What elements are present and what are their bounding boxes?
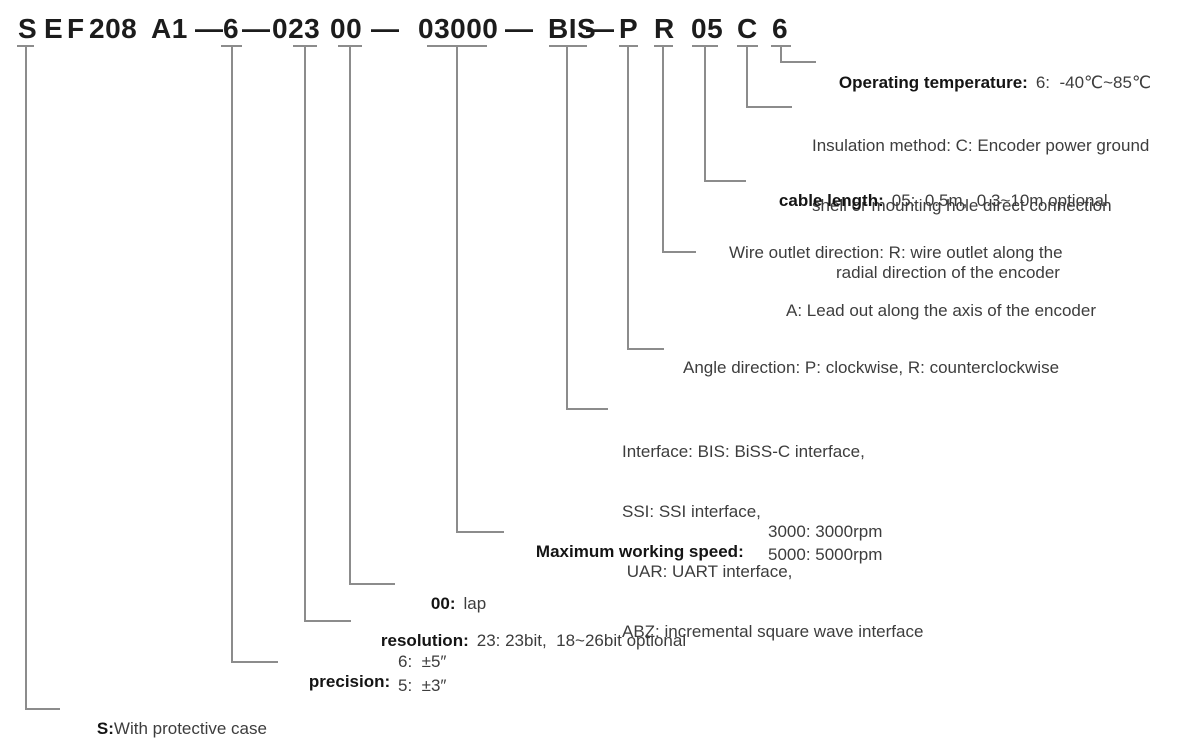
label-lap: 00: lap bbox=[412, 574, 486, 634]
interface-line-3: UAR: UART interface, bbox=[622, 562, 793, 581]
interface-line-1: Interface: BIS: BiSS-C interface, bbox=[622, 442, 865, 461]
label-precision-option-2: 5: ±3″ bbox=[398, 676, 447, 695]
code-dash-5: — bbox=[586, 13, 615, 44]
connector-023-horizontal bbox=[304, 620, 351, 622]
code-segment-00: 00 bbox=[330, 13, 363, 44]
label-wire-outlet-line-3: A: Lead out along the axis of the encode… bbox=[786, 301, 1097, 320]
code-segment-05: 05 bbox=[691, 13, 724, 44]
code-segment-s: S bbox=[18, 13, 38, 44]
label-cable-length: cable length: 05: 0.5m, 0.3~10m optional bbox=[760, 171, 1108, 231]
connector-6b-horizontal bbox=[780, 61, 816, 63]
connector-r-horizontal bbox=[662, 251, 696, 253]
operating-temperature-title: Operating temperature: bbox=[838, 73, 1028, 92]
lap-title: 00: bbox=[430, 594, 456, 613]
code-segment-r: R bbox=[654, 13, 675, 44]
label-wire-outlet-line-2: radial direction of the encoder bbox=[836, 263, 1060, 282]
label-angle-direction: Angle direction: P: clockwise, R: counte… bbox=[683, 358, 1060, 377]
protective-case-title: S: bbox=[96, 719, 114, 738]
connector-p-horizontal bbox=[627, 348, 664, 350]
insulation-line-1: Insulation method: C: Encoder power grou… bbox=[812, 136, 1150, 155]
precision-title: precision: bbox=[308, 672, 391, 691]
resolution-detail: 23: 23bit, 18~26bit optional bbox=[476, 631, 687, 650]
label-max-speed-title: Maximum working speed: bbox=[517, 522, 744, 582]
label-resolution: resolution: 23: 23bit, 18~26bit optional bbox=[362, 611, 686, 671]
code-dash-3: — bbox=[371, 13, 400, 44]
connector-6-horizontal bbox=[231, 661, 278, 663]
label-max-speed-option-2: 5000: 5000rpm bbox=[768, 545, 883, 564]
connector-023-vertical bbox=[304, 46, 306, 622]
code-dash-1: — bbox=[195, 13, 224, 44]
cable-length-title: cable length: bbox=[778, 191, 884, 210]
connector-05-horizontal bbox=[704, 180, 746, 182]
insulation-line-2: shell or mounting hole direct connection bbox=[812, 196, 1112, 215]
resolution-title: resolution: bbox=[380, 631, 469, 650]
label-precision-option-1: 6: ±5″ bbox=[398, 652, 447, 671]
connector-s-vertical bbox=[25, 46, 27, 710]
label-interface: Interface: BIS: BiSS-C interface, SSI: S… bbox=[622, 402, 923, 682]
connector-00-horizontal bbox=[349, 583, 395, 585]
label-wire-outlet-line-1: Wire outlet direction: R: wire outlet al… bbox=[729, 243, 1063, 262]
connector-bis-horizontal bbox=[566, 408, 608, 410]
connector-00-vertical bbox=[349, 46, 351, 585]
connector-6b-vertical bbox=[780, 46, 782, 63]
tick-bis bbox=[549, 45, 587, 47]
connector-p-vertical bbox=[627, 46, 629, 350]
interface-line-4: ABZ: incremental square wave interface bbox=[622, 622, 924, 641]
protective-case-detail: With protective case bbox=[113, 719, 267, 738]
code-segment-6b: 6 bbox=[772, 13, 789, 44]
label-insulation-method: Insulation method: C: Encoder power grou… bbox=[812, 96, 1149, 256]
code-dash-2: — bbox=[242, 13, 271, 44]
connector-05-vertical bbox=[704, 46, 706, 182]
connector-c-vertical bbox=[746, 46, 748, 108]
code-segment-e: E bbox=[44, 13, 64, 44]
connector-03000-vertical bbox=[456, 46, 458, 533]
connector-03000-horizontal bbox=[456, 531, 504, 533]
connector-r-vertical bbox=[662, 46, 664, 253]
label-protective-case: S:With protective case bbox=[78, 699, 267, 743]
label-precision-title: precision: bbox=[290, 652, 390, 712]
code-segment-023: 023 bbox=[272, 13, 321, 44]
code-segment-a1: A1 bbox=[151, 13, 188, 44]
connector-bis-vertical bbox=[566, 46, 568, 410]
max-speed-title: Maximum working speed: bbox=[535, 542, 744, 561]
code-segment-f: F bbox=[67, 13, 85, 44]
code-segment-208: 208 bbox=[89, 13, 138, 44]
code-segment-p: P bbox=[619, 13, 639, 44]
code-segment-6: 6 bbox=[223, 13, 240, 44]
code-segment-bis: BIS bbox=[548, 13, 597, 44]
code-segment-c: C bbox=[737, 13, 758, 44]
label-max-speed-option-1: 3000: 3000rpm bbox=[768, 522, 883, 541]
code-segment-03000: 03000 bbox=[418, 13, 499, 44]
lap-detail: lap bbox=[463, 594, 487, 613]
connector-6-vertical bbox=[231, 46, 233, 663]
connector-s-horizontal bbox=[25, 708, 60, 710]
interface-line-2: SSI: SSI interface, bbox=[622, 502, 761, 521]
connector-c-horizontal bbox=[746, 106, 792, 108]
code-dash-4: — bbox=[505, 13, 534, 44]
cable-length-detail: 05: 0.5m, 0.3~10m optional bbox=[891, 191, 1108, 210]
operating-temperature-detail: 6: -40℃~85℃ bbox=[1035, 73, 1152, 92]
label-operating-temperature: Operating temperature: 6: -40℃~85℃ bbox=[820, 53, 1151, 113]
